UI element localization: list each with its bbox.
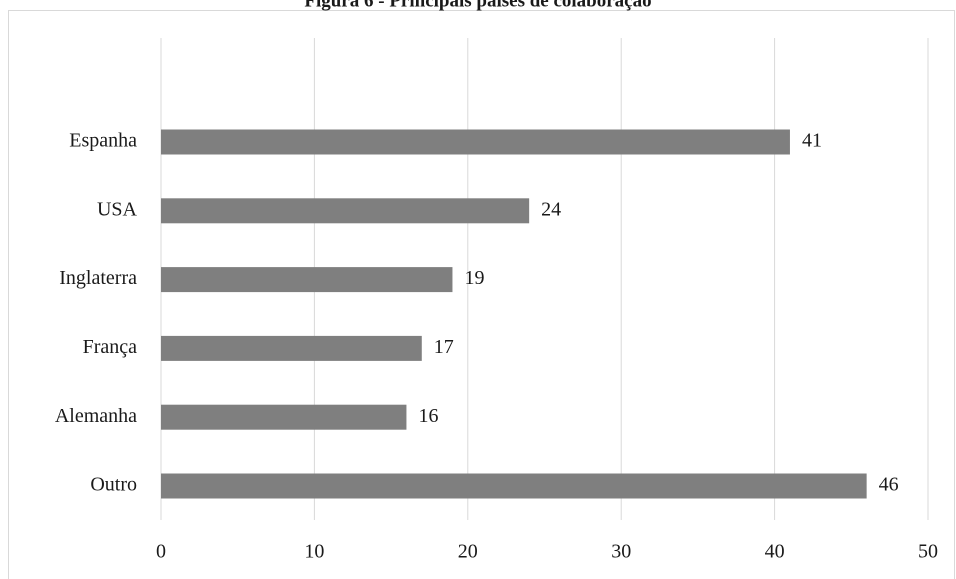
- y-tick-label: Inglaterra: [59, 267, 137, 289]
- bar: [161, 267, 453, 293]
- bar: [161, 335, 422, 361]
- x-tick-label: 0: [156, 541, 166, 563]
- x-tick-label: 10: [304, 541, 324, 563]
- bar: [161, 129, 790, 155]
- data-label: 16: [418, 405, 438, 427]
- data-label: 41: [802, 130, 822, 152]
- y-tick-label: Espanha: [69, 130, 137, 152]
- x-tick-label: 30: [611, 541, 631, 563]
- data-label: 24: [541, 198, 561, 220]
- data-label: 17: [434, 336, 454, 358]
- bar: [161, 404, 407, 430]
- x-tick-label: 50: [918, 541, 938, 563]
- chart-title: Figura 6 - Principais países de colabora…: [304, 0, 651, 11]
- chart-frame: [8, 10, 955, 579]
- x-tick-label: 40: [765, 541, 785, 563]
- y-tick-label: França: [83, 336, 138, 358]
- y-tick-label: Alemanha: [55, 405, 137, 427]
- bar: [161, 198, 530, 224]
- data-label: 46: [879, 474, 899, 496]
- y-tick-label: Outro: [90, 474, 137, 496]
- bar: [161, 473, 867, 499]
- x-tick-label: 20: [458, 541, 478, 563]
- data-label: 19: [464, 267, 484, 289]
- y-tick-label: USA: [97, 198, 138, 220]
